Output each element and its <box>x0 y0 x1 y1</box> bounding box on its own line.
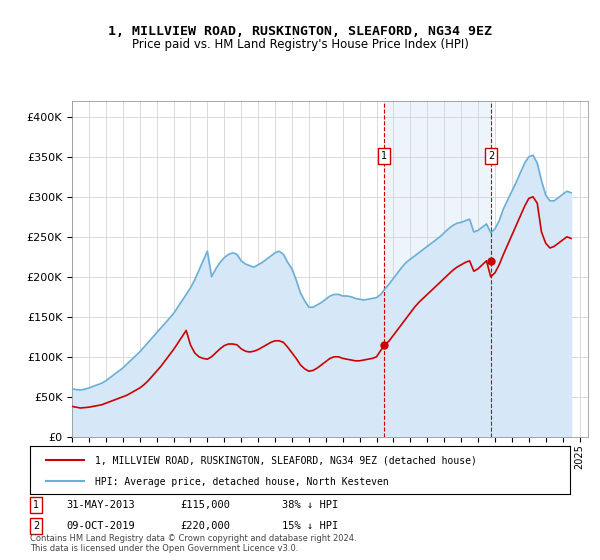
Text: 1: 1 <box>380 151 386 161</box>
Text: 15% ↓ HPI: 15% ↓ HPI <box>282 521 338 531</box>
Bar <box>383 101 491 437</box>
Text: 38% ↓ HPI: 38% ↓ HPI <box>282 500 338 510</box>
Text: 31-MAY-2013: 31-MAY-2013 <box>66 500 135 510</box>
Text: 1: 1 <box>33 500 39 510</box>
Text: Contains HM Land Registry data © Crown copyright and database right 2024.
This d: Contains HM Land Registry data © Crown c… <box>30 534 356 553</box>
Text: £220,000: £220,000 <box>180 521 230 531</box>
Text: Price paid vs. HM Land Registry's House Price Index (HPI): Price paid vs. HM Land Registry's House … <box>131 38 469 51</box>
Text: 1, MILLVIEW ROAD, RUSKINGTON, SLEAFORD, NG34 9EZ (detached house): 1, MILLVIEW ROAD, RUSKINGTON, SLEAFORD, … <box>95 456 476 465</box>
Text: HPI: Average price, detached house, North Kesteven: HPI: Average price, detached house, Nort… <box>95 477 389 487</box>
Text: 09-OCT-2019: 09-OCT-2019 <box>66 521 135 531</box>
Text: 1, MILLVIEW ROAD, RUSKINGTON, SLEAFORD, NG34 9EZ: 1, MILLVIEW ROAD, RUSKINGTON, SLEAFORD, … <box>108 25 492 38</box>
Text: 2: 2 <box>33 521 39 531</box>
Text: 2: 2 <box>488 151 494 161</box>
Text: £115,000: £115,000 <box>180 500 230 510</box>
